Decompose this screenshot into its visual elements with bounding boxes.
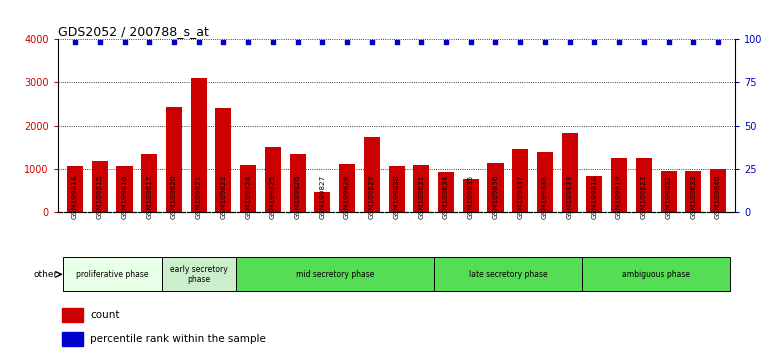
Bar [92,161,108,212]
Bar [191,78,207,212]
Bar [661,171,677,212]
Point [613,40,625,45]
Point [489,40,501,45]
Text: GSM109821: GSM109821 [196,175,202,219]
Bar [487,163,504,212]
Point [143,40,156,45]
Bar [363,137,380,212]
Bar [582,257,731,291]
Text: GDS2052 / 200788_s_at: GDS2052 / 200788_s_at [58,25,209,38]
Bar [67,166,83,212]
Point [94,40,106,45]
Bar [710,169,726,212]
Text: GSM109816: GSM109816 [122,175,128,219]
Bar [216,108,232,212]
Point [242,40,254,45]
Text: GSM109830: GSM109830 [393,175,400,219]
Text: mid secretory phase: mid secretory phase [296,270,374,279]
Point [69,40,81,45]
Text: GSM109836: GSM109836 [493,175,498,219]
Text: percentile rank within the sample: percentile rank within the sample [91,333,266,344]
Point [687,40,699,45]
Point [638,40,650,45]
Point [341,40,353,45]
Bar [611,158,627,212]
Point [564,40,576,45]
Text: ambiguous phase: ambiguous phase [622,270,690,279]
Text: GSM109837: GSM109837 [517,175,523,219]
Bar [512,149,528,212]
Point [440,40,452,45]
Text: GSM109824: GSM109824 [245,175,251,219]
Bar [314,192,330,212]
Bar [62,308,83,322]
Text: GSM109825: GSM109825 [270,175,276,219]
Point [119,40,131,45]
Bar [463,178,479,212]
Bar [141,154,157,212]
Text: count: count [91,310,120,320]
Bar [236,257,434,291]
Point [415,40,427,45]
Point [588,40,601,45]
Text: GSM109818: GSM109818 [591,175,598,219]
Text: GSM109822: GSM109822 [220,175,226,219]
Text: GSM109826: GSM109826 [295,175,300,219]
Text: GSM109833: GSM109833 [691,175,696,219]
Text: GSM109823: GSM109823 [641,175,647,219]
Bar [434,257,582,291]
Bar [162,257,236,291]
Text: GSM109828: GSM109828 [344,175,350,219]
Point [514,40,527,45]
Bar [389,166,404,212]
Bar [290,154,306,212]
Point [292,40,304,45]
Bar [62,257,162,291]
Bar [537,152,553,212]
Text: GSM109814: GSM109814 [72,175,78,219]
Point [712,40,725,45]
Bar [438,172,454,212]
Bar [685,171,701,212]
Text: GSM109839: GSM109839 [567,175,573,219]
Point [464,40,477,45]
Point [366,40,378,45]
Text: GSM109834: GSM109834 [443,175,449,219]
Text: GSM109835: GSM109835 [467,175,474,219]
Point [168,40,180,45]
Bar [586,176,602,212]
Bar [636,158,652,212]
Text: early secretory
phase: early secretory phase [170,265,228,284]
Text: GSM109838: GSM109838 [542,175,548,219]
Bar [240,165,256,212]
Text: other: other [33,270,57,279]
Text: late secretory phase: late secretory phase [468,270,547,279]
Bar [561,133,578,212]
Text: GSM109832: GSM109832 [665,175,671,219]
Text: proliferative phase: proliferative phase [76,270,149,279]
Text: GSM109831: GSM109831 [418,175,424,219]
Text: GSM109827: GSM109827 [320,175,326,219]
Point [192,40,205,45]
Point [390,40,403,45]
Point [217,40,229,45]
Bar [116,166,132,212]
Text: GSM109820: GSM109820 [171,175,177,219]
Bar [413,165,430,212]
Point [266,40,279,45]
Text: GSM109819: GSM109819 [616,175,622,219]
Text: GSM109840: GSM109840 [715,175,721,219]
Point [316,40,329,45]
Text: GSM109815: GSM109815 [97,175,102,219]
Text: GSM109829: GSM109829 [369,175,375,219]
Point [539,40,551,45]
Text: GSM109817: GSM109817 [146,175,152,219]
Point [662,40,675,45]
Bar [265,147,281,212]
Bar [62,332,83,346]
Bar [166,107,182,212]
Bar [339,164,355,212]
